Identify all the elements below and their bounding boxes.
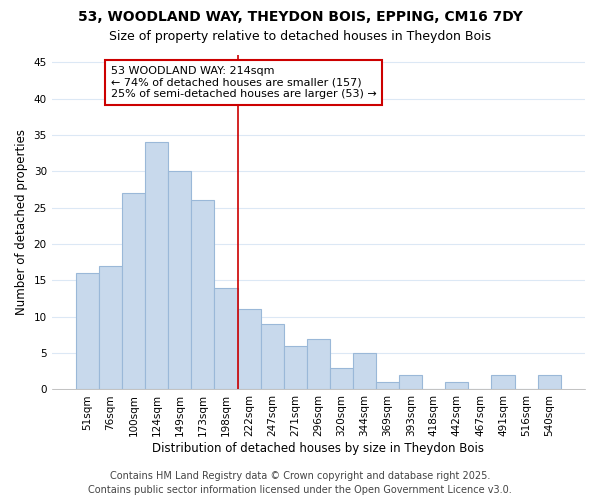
- Bar: [445, 382, 469, 390]
- Text: 53, WOODLAND WAY, THEYDON BOIS, EPPING, CM16 7DY: 53, WOODLAND WAY, THEYDON BOIS, EPPING, …: [77, 10, 523, 24]
- Bar: [191, 200, 214, 390]
- Bar: [538, 375, 561, 390]
- Bar: [330, 368, 353, 390]
- Bar: [399, 375, 422, 390]
- Bar: [238, 310, 260, 390]
- Bar: [260, 324, 284, 390]
- Bar: [99, 266, 122, 390]
- Bar: [122, 193, 145, 390]
- Text: Size of property relative to detached houses in Theydon Bois: Size of property relative to detached ho…: [109, 30, 491, 43]
- X-axis label: Distribution of detached houses by size in Theydon Bois: Distribution of detached houses by size …: [152, 442, 484, 455]
- Bar: [168, 172, 191, 390]
- Bar: [76, 273, 99, 390]
- Bar: [491, 375, 515, 390]
- Bar: [284, 346, 307, 390]
- Bar: [214, 288, 238, 390]
- Text: Contains HM Land Registry data © Crown copyright and database right 2025.
Contai: Contains HM Land Registry data © Crown c…: [88, 471, 512, 495]
- Text: 53 WOODLAND WAY: 214sqm
← 74% of detached houses are smaller (157)
25% of semi-d: 53 WOODLAND WAY: 214sqm ← 74% of detache…: [110, 66, 376, 99]
- Bar: [376, 382, 399, 390]
- Bar: [145, 142, 168, 390]
- Y-axis label: Number of detached properties: Number of detached properties: [15, 129, 28, 315]
- Bar: [307, 338, 330, 390]
- Bar: [353, 353, 376, 390]
